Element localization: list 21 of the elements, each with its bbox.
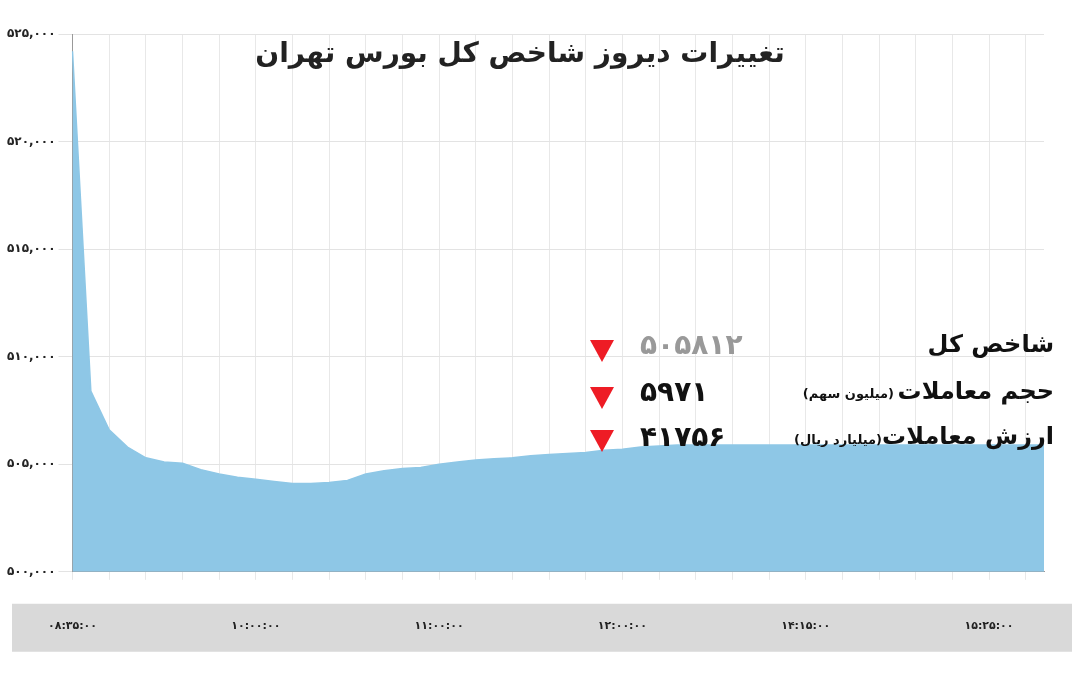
- annotation: (میلیون سهم): [802, 386, 894, 402]
- y-tick-label: ۵۱۰,۰۰۰: [6, 348, 56, 363]
- x-tick-label: ۱۴:۱۵:۰۰: [781, 619, 831, 633]
- annotation: (میلیارد ریال): [794, 432, 882, 448]
- annotation: ۵۹۷۱: [640, 375, 709, 409]
- annotation: حجم معاملات: [897, 377, 1054, 406]
- x-tick-label: ۱۲:۰۰:۰۰: [597, 619, 647, 633]
- y-tick-label: ۵۱۵,۰۰۰: [6, 241, 56, 256]
- x-tick-label: ۰۸:۳۵:۰۰: [47, 619, 98, 633]
- y-tick-label: ۵۰۰,۰۰۰: [6, 563, 56, 578]
- chart-title: تغییرات دیروز شاخص کل بورس تهران: [254, 36, 786, 69]
- x-tick-label: ۱۵:۲۵:۰۰: [964, 619, 1014, 633]
- x-tick-label: ۱۰:۰۰:۰۰: [231, 619, 281, 633]
- annotation: ۵۰۵۸۱۲: [640, 328, 743, 362]
- annotation: ۴۱۷۵۶: [640, 420, 726, 454]
- y-tick-label: ۵۰۵,۰۰۰: [6, 456, 56, 471]
- y-tick-label: ۵۲۰,۰۰۰: [6, 133, 56, 148]
- annotation: شاخص کل: [927, 330, 1054, 359]
- x-tick-label: ۱۱:۰۰:۰۰: [414, 619, 464, 633]
- annotation: ارزش معاملات: [882, 422, 1054, 451]
- y-tick-label: ۵۲۵,۰۰۰: [6, 26, 56, 41]
